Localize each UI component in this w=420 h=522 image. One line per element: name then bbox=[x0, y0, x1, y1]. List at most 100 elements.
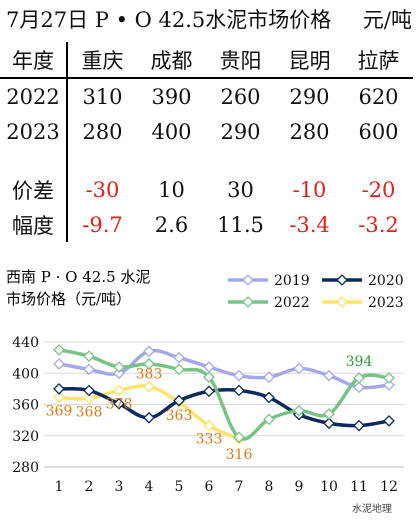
data-point-2020 bbox=[83, 384, 95, 397]
data-label: 368 bbox=[76, 404, 103, 420]
row-label: 2022 bbox=[0, 78, 68, 114]
chart-series bbox=[53, 343, 395, 445]
x-tick-label: 1 bbox=[55, 479, 64, 495]
table-cell: 30 bbox=[227, 177, 254, 202]
table-row: 幅度 -9.7 2.6 11.5 -3.4 -3.2 bbox=[0, 207, 413, 242]
table-cell: -9.7 bbox=[82, 212, 123, 237]
data-point-2019 bbox=[143, 345, 155, 358]
y-tick-label: 400 bbox=[12, 366, 39, 382]
data-point-2022 bbox=[83, 350, 95, 362]
data-point-2022 bbox=[203, 371, 215, 384]
title-unit: 元/吨 bbox=[362, 8, 412, 32]
data-point-2022 bbox=[233, 431, 245, 444]
data-point-2023 bbox=[203, 419, 215, 432]
table-cell: 260 bbox=[220, 84, 261, 109]
x-tick-label: 4 bbox=[145, 479, 154, 495]
table-cell: 600 bbox=[358, 119, 399, 144]
data-point-2019 bbox=[323, 369, 335, 382]
data-point-2020 bbox=[143, 411, 155, 424]
table-row: 2022 310 390 260 290 620 bbox=[0, 78, 413, 114]
data-point-2020 bbox=[173, 394, 185, 407]
table-header-row: 年度 重庆 成都 贵阳 昆明 拉萨 bbox=[0, 42, 413, 79]
table-cell: -3.4 bbox=[289, 212, 330, 237]
data-point-2022 bbox=[53, 343, 65, 356]
data-point-2019 bbox=[83, 363, 95, 376]
data-point-2023 bbox=[83, 392, 95, 405]
x-tick-label: 2 bbox=[85, 479, 94, 495]
chart-title-line-2: 市场价格（元/吨） bbox=[6, 290, 131, 308]
table-cell: 280 bbox=[289, 119, 330, 144]
data-label: 378 bbox=[106, 396, 133, 412]
legend-marker-2019 bbox=[242, 274, 254, 286]
x-tick-label: 7 bbox=[235, 479, 244, 495]
data-point-2019 bbox=[203, 361, 215, 373]
data-label: 383 bbox=[136, 367, 163, 383]
table-cell: 2.6 bbox=[154, 212, 189, 237]
data-label: 316 bbox=[226, 447, 253, 463]
data-point-2023 bbox=[143, 380, 155, 393]
data-point-2019 bbox=[53, 358, 65, 370]
data-point-2022 bbox=[113, 361, 125, 373]
data-point-2019 bbox=[113, 367, 125, 380]
line-chart: 西南 P · O 42.5 水泥 市场价格（元/吨） 280 320 360 400 4… bbox=[6, 268, 404, 515]
x-tick-label: 11 bbox=[350, 479, 368, 495]
x-tick-label: 3 bbox=[115, 479, 124, 495]
x-tick-label: 9 bbox=[295, 479, 304, 495]
chart-title-line-1: 西南 P · O 42.5 水泥 bbox=[6, 268, 150, 286]
legend-marker-2022 bbox=[242, 296, 254, 308]
data-point-2020 bbox=[203, 385, 215, 398]
city-header: 贵阳 bbox=[206, 42, 275, 79]
data-point-2020 bbox=[263, 391, 275, 404]
data-point-2023 bbox=[53, 391, 65, 404]
city-header: 重庆 bbox=[67, 42, 137, 79]
data-point-2022 bbox=[173, 363, 185, 376]
x-tick-label: 5 bbox=[175, 479, 184, 495]
x-axis: 1 2 3 4 5 6 7 8 9 10 11 12 bbox=[44, 466, 404, 495]
data-label: 363 bbox=[166, 408, 193, 424]
data-point-2022 bbox=[383, 372, 395, 384]
city-header: 昆明 bbox=[275, 42, 344, 79]
table-cell: 390 bbox=[151, 84, 192, 109]
legend-label-2019: 2019 bbox=[274, 273, 310, 289]
title-text: 7月27日 P • O 42.5水泥市场价格 bbox=[6, 8, 332, 32]
data-point-2022 bbox=[323, 408, 335, 420]
row-label: 2023 bbox=[0, 114, 68, 149]
chart-legend: 2019 2020 2022 2023 bbox=[228, 273, 404, 311]
table-cell: 620 bbox=[358, 84, 399, 109]
row-label: 幅度 bbox=[0, 207, 68, 242]
table-cell: 310 bbox=[82, 84, 123, 109]
table-cell: 290 bbox=[289, 84, 330, 109]
table-cell: -3.2 bbox=[358, 212, 399, 237]
data-point-2020 bbox=[233, 384, 245, 397]
table-cell: 10 bbox=[158, 177, 185, 202]
data-label: 369 bbox=[46, 403, 73, 419]
data-point-2020 bbox=[323, 417, 335, 430]
table-row: 价差 -30 10 30 -10 -20 bbox=[0, 172, 413, 207]
legend-label-2023: 2023 bbox=[368, 295, 404, 311]
table-row: 2023 280 400 290 280 600 bbox=[0, 114, 413, 149]
table-cell: 290 bbox=[220, 119, 261, 144]
data-point-2020 bbox=[383, 415, 395, 427]
legend-marker-2023 bbox=[336, 296, 348, 308]
price-table: 年度 重庆 成都 贵阳 昆明 拉萨 2022 310 390 260 290 6… bbox=[0, 42, 413, 242]
y-tick-label: 320 bbox=[12, 429, 39, 445]
data-point-2022 bbox=[293, 404, 305, 417]
table-cell: -10 bbox=[292, 177, 327, 202]
data-point-2022 bbox=[143, 358, 155, 370]
table-cell: -20 bbox=[361, 177, 396, 202]
data-point-2020 bbox=[353, 419, 365, 432]
row-label: 价差 bbox=[0, 172, 68, 207]
data-point-2019 bbox=[293, 362, 305, 375]
data-point-2019 bbox=[173, 351, 185, 364]
watermark-text: 水泥地理 bbox=[352, 502, 392, 515]
table-spacer-row bbox=[0, 149, 413, 172]
data-label: 394 bbox=[346, 354, 373, 370]
data-point-2022 bbox=[353, 372, 365, 384]
legend-label-2022: 2022 bbox=[274, 295, 310, 311]
y-tick-label: 440 bbox=[12, 335, 39, 351]
y-tick-label: 360 bbox=[12, 398, 39, 414]
y-axis: 280 320 360 400 440 bbox=[12, 335, 39, 476]
series-line-2019 bbox=[57, 348, 391, 390]
city-header: 拉萨 bbox=[344, 42, 413, 79]
page-title: 7月27日 P • O 42.5水泥市场价格 元/吨 bbox=[6, 5, 416, 35]
